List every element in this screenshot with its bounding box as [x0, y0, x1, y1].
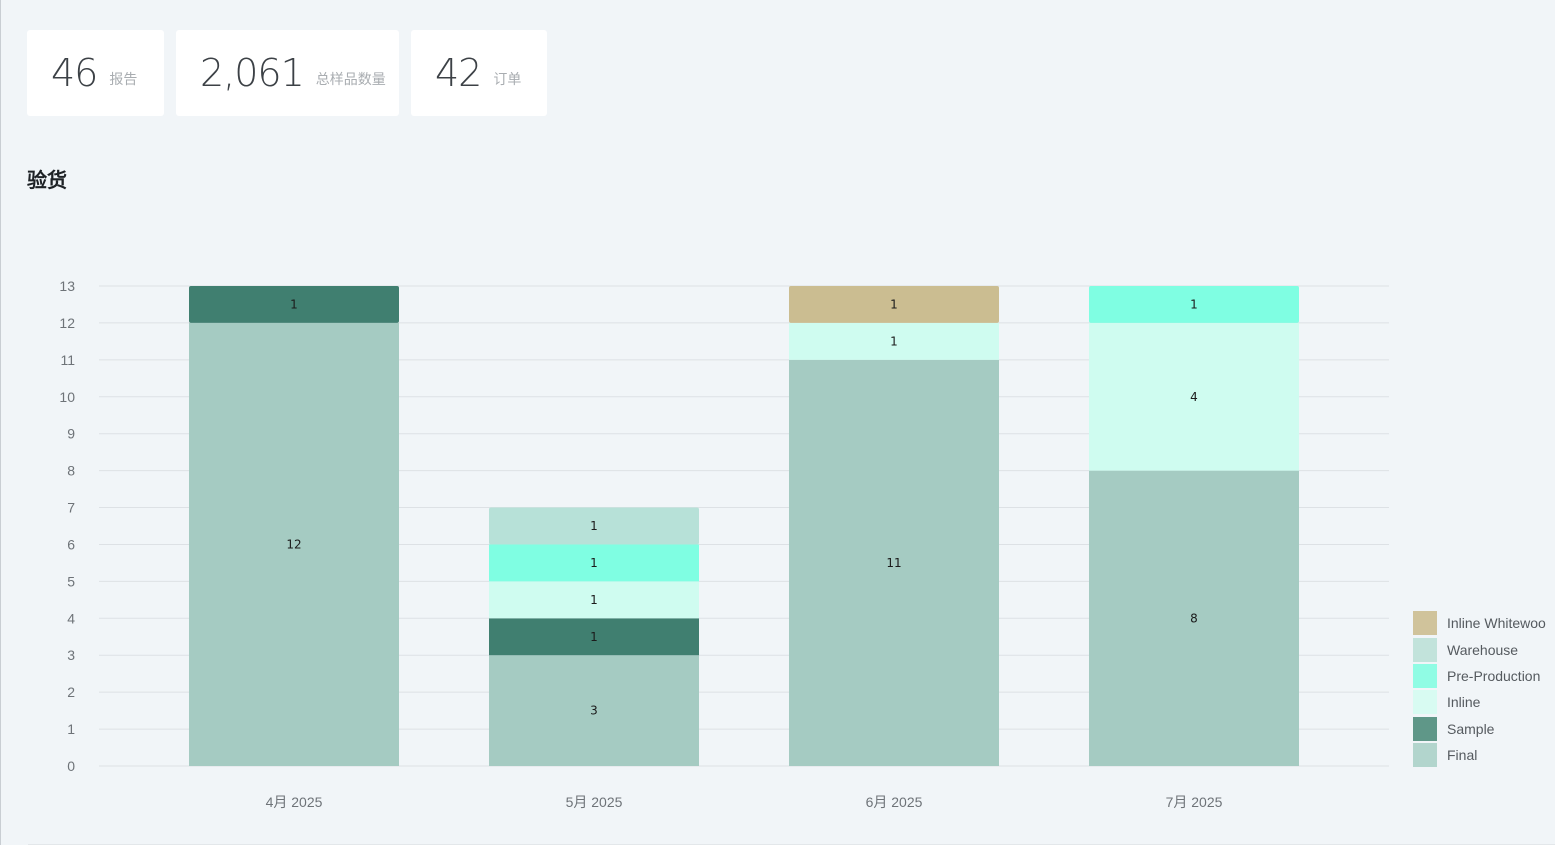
y-tick-label: 11: [60, 352, 75, 368]
y-tick-label: 5: [67, 573, 75, 589]
legend-label: Inline Whitewoo: [1447, 615, 1546, 632]
legend-item[interactable]: Sample: [1413, 716, 1546, 742]
legend-swatch: [1413, 611, 1437, 636]
legend-swatch: [1413, 690, 1437, 715]
y-tick-label: 6: [67, 536, 75, 552]
bar-segment: [489, 544, 699, 582]
bar-segment: [1089, 322, 1299, 471]
left-border: [0, 0, 1, 845]
bar-segment: [789, 322, 999, 360]
legend-swatch: [1413, 663, 1437, 688]
legend-item[interactable]: Pre-Production: [1413, 663, 1546, 689]
stat-value: 46: [51, 51, 98, 95]
bar-segment: [489, 507, 699, 545]
legend-item[interactable]: Inline Whitewoo: [1413, 610, 1546, 636]
data-label: 11: [886, 556, 901, 570]
data-label: 12: [286, 537, 301, 551]
legend-item[interactable]: Inline: [1413, 689, 1546, 715]
stat-label: 订单: [493, 72, 522, 88]
y-tick-label: 7: [67, 500, 75, 516]
y-tick-label: 10: [59, 389, 75, 405]
x-tick-label: 5月 2025: [566, 794, 623, 810]
stat-card-samples: 2,061 总样品数量: [176, 30, 399, 116]
section-title: 验货: [27, 168, 67, 192]
y-tick-label: 9: [67, 426, 75, 442]
legend-item[interactable]: Warehouse: [1413, 636, 1546, 662]
bar-segment: [489, 581, 699, 619]
data-label: 1: [290, 297, 298, 311]
x-tick-label: 7月 2025: [1166, 794, 1223, 810]
stat-label: 总样品数量: [315, 72, 386, 88]
bar-segment: [789, 359, 999, 766]
y-tick-label: 4: [67, 610, 75, 626]
data-label: 1: [890, 334, 898, 348]
stat-label: 报告: [109, 72, 138, 88]
stat-value: 2,061: [200, 51, 305, 95]
bar-segment: [489, 655, 699, 766]
legend-label: Pre-Production: [1447, 667, 1541, 684]
data-label: 1: [1190, 297, 1198, 311]
y-tick-label: 13: [59, 278, 75, 294]
y-tick-label: 12: [59, 315, 75, 331]
bar-segment: [189, 322, 399, 766]
stat-card-orders: 42 订单: [411, 30, 547, 116]
bar-segment: [489, 618, 699, 656]
legend-item[interactable]: Final: [1413, 742, 1546, 768]
legend-label: Final: [1447, 747, 1478, 764]
stat-value: 42: [435, 51, 482, 95]
x-tick-label: 6月 2025: [866, 794, 923, 810]
legend-swatch: [1413, 716, 1437, 741]
y-tick-label: 3: [67, 647, 75, 663]
legend-label: Inline: [1447, 694, 1481, 711]
data-label: 1: [590, 593, 598, 607]
stat-card-reports: 46 报告: [27, 30, 164, 116]
data-label: 1: [590, 630, 598, 644]
bar-segment: [1089, 470, 1299, 766]
y-tick-label: 2: [67, 684, 75, 700]
bar-segment: [789, 286, 999, 323]
y-tick-label: 0: [67, 758, 75, 774]
legend-swatch: [1413, 743, 1437, 768]
bar-segment: [189, 286, 399, 323]
chart-legend: Inline Whitewoo Warehouse Pre-Production In…: [1413, 610, 1546, 768]
x-tick-label: 4月 2025: [266, 794, 323, 810]
bar-segment: [1089, 286, 1299, 323]
data-label: 1: [890, 297, 898, 311]
data-label: 3: [590, 704, 598, 718]
legend-swatch: [1413, 637, 1437, 662]
data-label: 8: [1190, 611, 1198, 625]
y-tick-label: 8: [67, 463, 75, 479]
data-label: 1: [590, 556, 598, 570]
y-tick-label: 1: [67, 721, 75, 737]
data-label: 1: [590, 519, 598, 533]
legend-label: Warehouse: [1447, 641, 1519, 658]
data-label: 4: [1190, 390, 1198, 404]
legend-label: Sample: [1447, 720, 1495, 737]
